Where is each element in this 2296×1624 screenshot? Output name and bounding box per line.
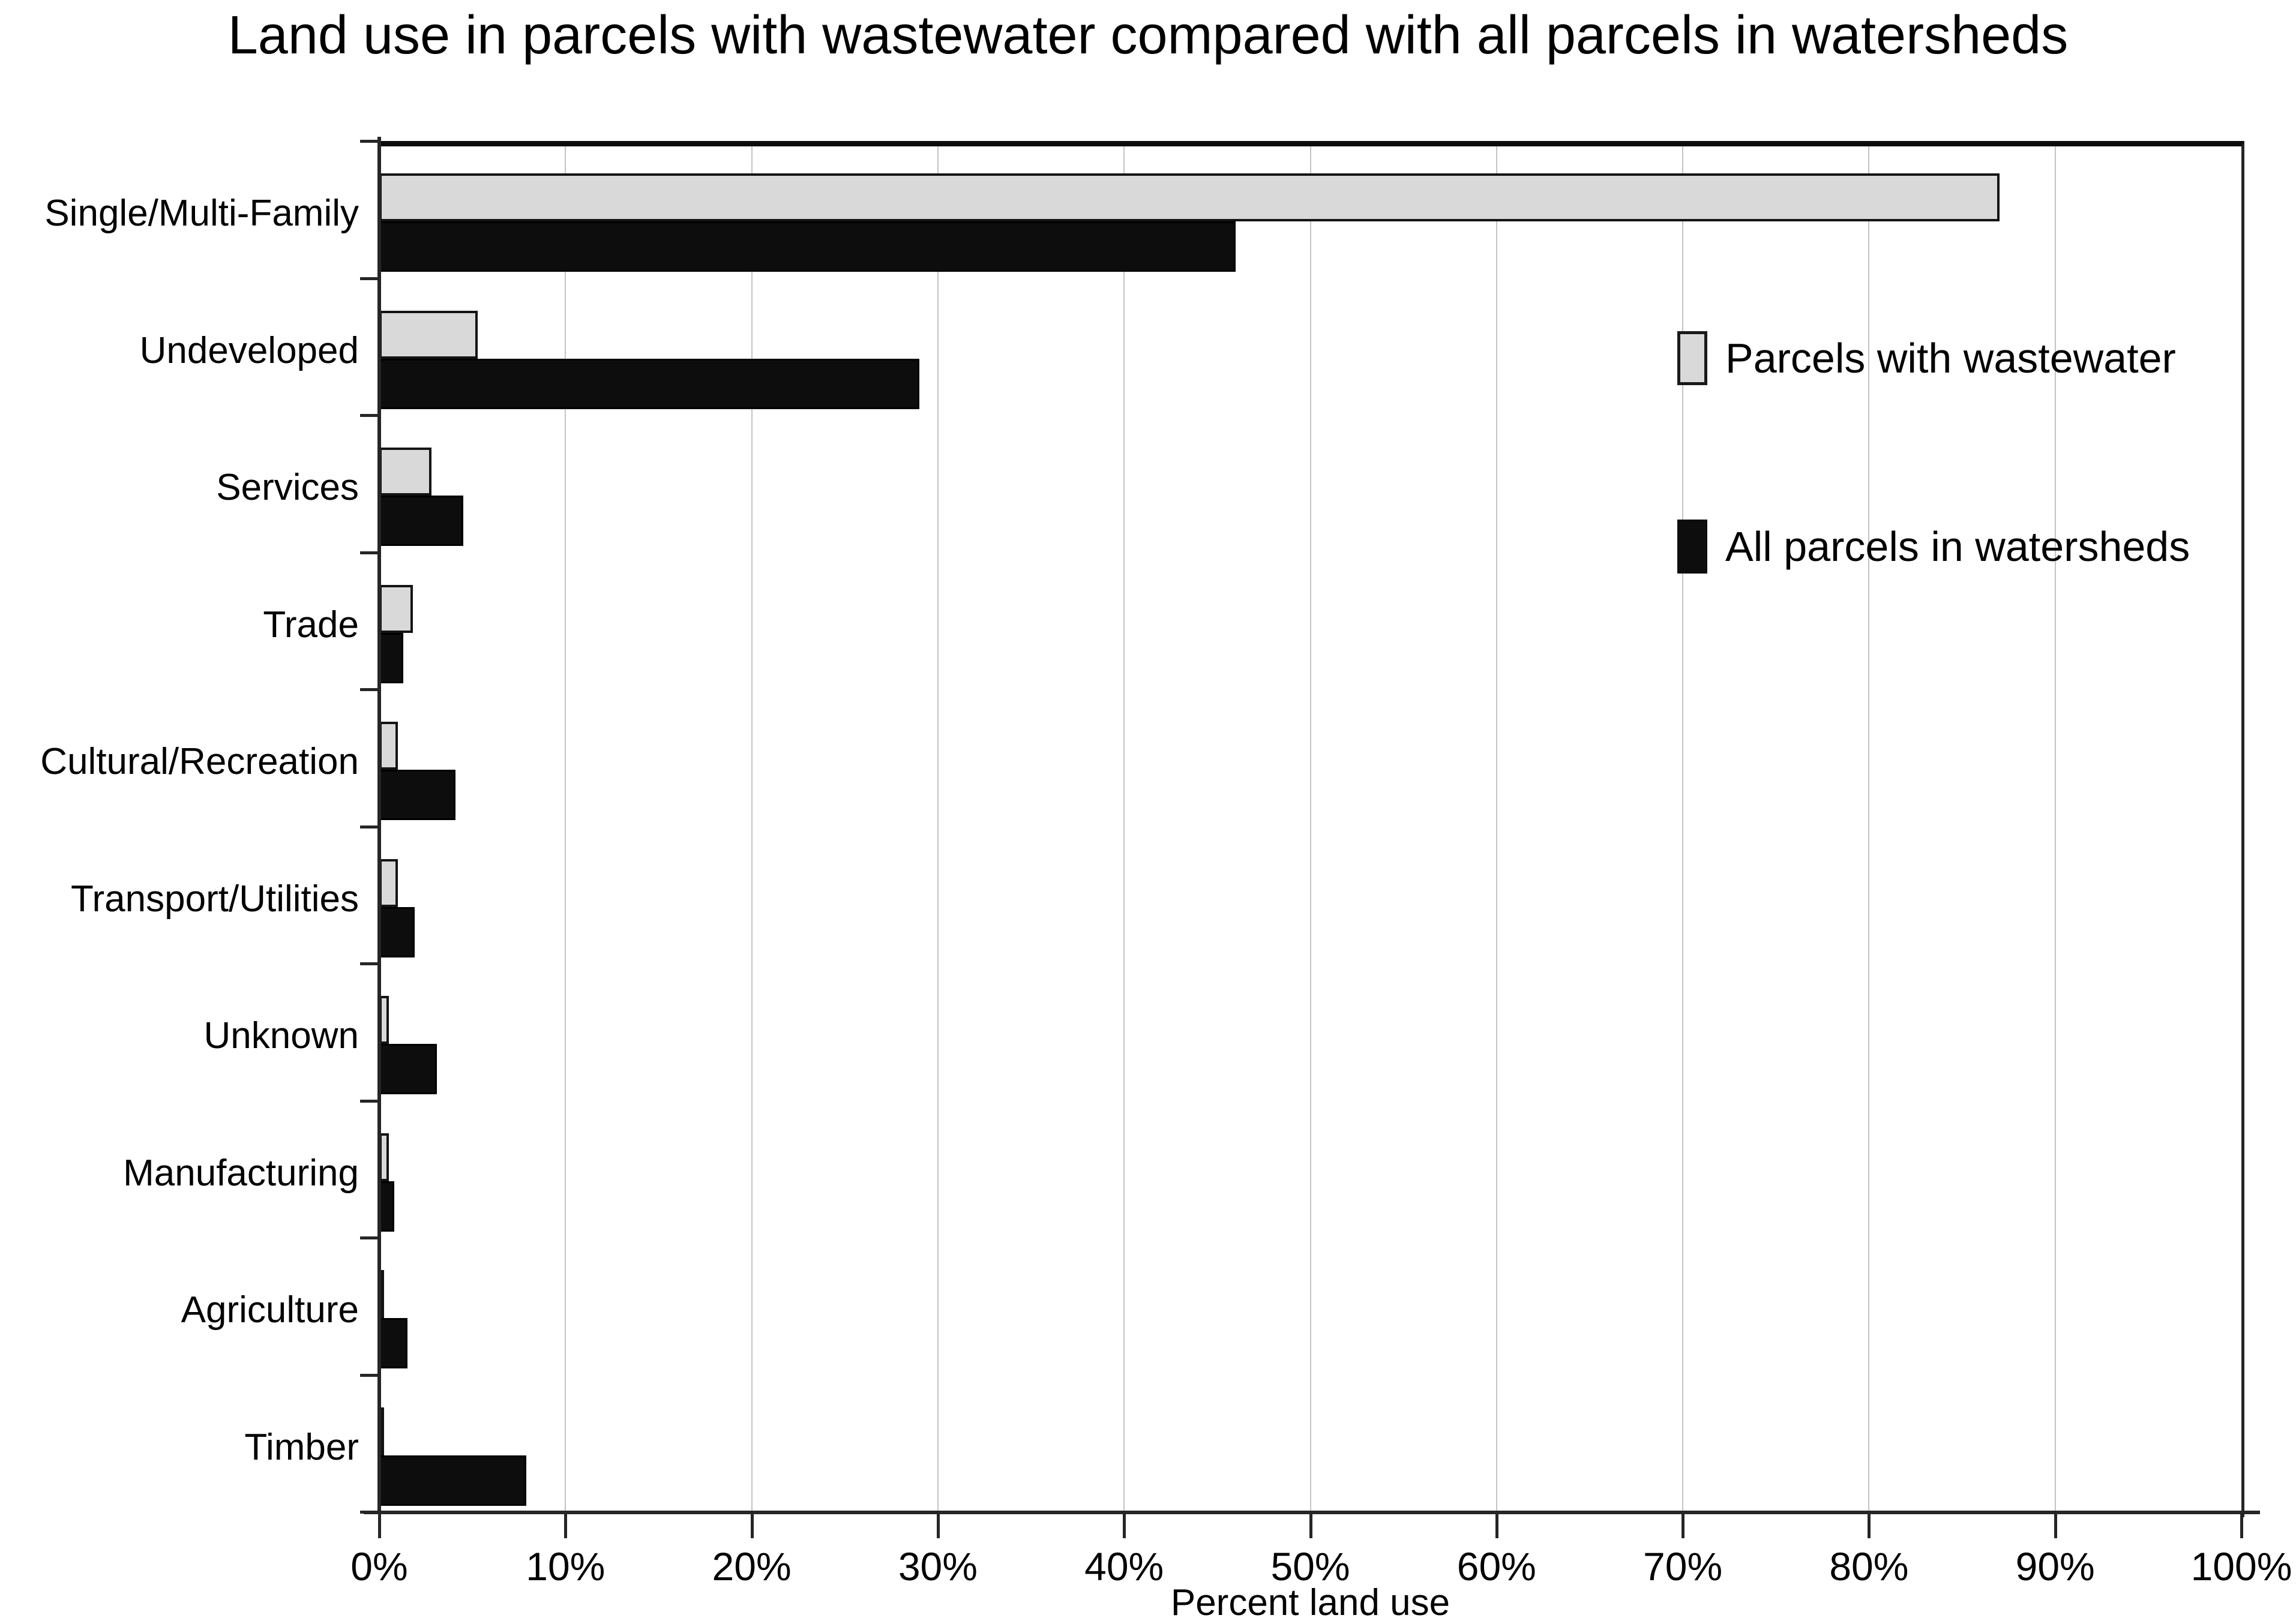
legend-entry-all-parcels: All parcels in watersheds bbox=[1677, 520, 2190, 574]
category-label-Timber: Timber bbox=[244, 1426, 359, 1468]
bar-wastewater-Transport/Utilities bbox=[379, 858, 398, 907]
gridline-30% bbox=[937, 146, 939, 1517]
bar-all-parcels-Cultural/Recreation bbox=[379, 770, 456, 820]
x-tick-label-90%: 90% bbox=[2015, 1544, 2095, 1589]
gridline-50% bbox=[1309, 146, 1311, 1517]
gridline-60% bbox=[1495, 146, 1497, 1517]
bar-wastewater-Services bbox=[379, 448, 431, 496]
legend-label-wastewater: Parcels with wastewater bbox=[1725, 335, 2176, 382]
bar-wastewater-Cultural/Recreation bbox=[379, 722, 398, 770]
x-tick-label-0%: 0% bbox=[350, 1544, 408, 1589]
bar-all-parcels-Single/Multi-Family bbox=[379, 221, 1236, 272]
x-tick-label-30%: 30% bbox=[898, 1544, 978, 1589]
y-axis-tick bbox=[360, 688, 380, 691]
x-tick-label-80%: 80% bbox=[1829, 1544, 1909, 1589]
plot-area bbox=[379, 141, 2244, 1517]
y-axis-tick bbox=[360, 551, 380, 554]
x-tick-label-70%: 70% bbox=[1643, 1544, 1723, 1589]
y-axis-tick bbox=[360, 825, 380, 828]
legend-swatch-all-parcels bbox=[1677, 520, 1707, 574]
category-label-Agriculture: Agriculture bbox=[181, 1289, 359, 1331]
x-axis-tick-20% bbox=[750, 1512, 754, 1538]
bar-wastewater-Single/Multi-Family bbox=[379, 173, 2000, 221]
gridline-40% bbox=[1123, 146, 1125, 1517]
x-axis-tick-40% bbox=[1123, 1512, 1126, 1538]
gridline-90% bbox=[2054, 146, 2056, 1517]
y-axis-tick bbox=[360, 962, 380, 965]
x-axis-tick-70% bbox=[1681, 1512, 1685, 1538]
bar-all-parcels-Transport/Utilities bbox=[379, 906, 415, 957]
category-label-Unknown: Unknown bbox=[203, 1015, 359, 1056]
bar-all-parcels-Manufacturing bbox=[379, 1181, 394, 1232]
category-label-Cultural/Recreation: Cultural/Recreation bbox=[40, 741, 359, 782]
x-axis-tick-60% bbox=[1495, 1512, 1498, 1538]
bar-all-parcels-Timber bbox=[379, 1455, 527, 1506]
bar-all-parcels-Agriculture bbox=[379, 1318, 407, 1368]
chart-title: Land use in parcels with wastewater comp… bbox=[227, 5, 2069, 65]
legend-label-all-parcels: All parcels in watersheds bbox=[1725, 523, 2190, 570]
bar-all-parcels-Unknown bbox=[379, 1044, 437, 1094]
gridline-80% bbox=[1868, 146, 1870, 1517]
bar-all-parcels-Services bbox=[379, 496, 463, 546]
y-axis-tick bbox=[360, 1236, 380, 1239]
x-axis-tick-80% bbox=[1868, 1512, 1871, 1538]
category-label-Undeveloped: Undeveloped bbox=[139, 329, 359, 371]
gridline-70% bbox=[1682, 146, 1684, 1517]
bar-all-parcels-Undeveloped bbox=[379, 358, 919, 409]
gridline-10% bbox=[565, 146, 566, 1517]
x-tick-label-100%: 100% bbox=[2190, 1544, 2292, 1589]
bar-all-parcels-Trade bbox=[379, 632, 404, 683]
y-axis-tick bbox=[360, 1511, 380, 1514]
y-axis-tick bbox=[360, 414, 380, 417]
category-label-Trade: Trade bbox=[263, 604, 359, 646]
x-tick-label-40%: 40% bbox=[1084, 1544, 1164, 1589]
bar-wastewater-Trade bbox=[379, 584, 413, 633]
category-label-Transport/Utilities: Transport/Utilities bbox=[70, 878, 359, 920]
x-axis-tick-30% bbox=[936, 1512, 940, 1538]
x-tick-label-20%: 20% bbox=[712, 1544, 792, 1589]
legend-entry-wastewater: Parcels with wastewater bbox=[1677, 331, 2176, 385]
y-axis-tick bbox=[360, 1099, 380, 1103]
x-axis-tick-10% bbox=[564, 1512, 568, 1538]
x-tick-label-10%: 10% bbox=[526, 1544, 606, 1589]
category-label-Services: Services bbox=[216, 467, 359, 508]
y-axis-tick bbox=[360, 1373, 380, 1377]
gridline-20% bbox=[751, 146, 753, 1517]
x-axis-tick-0% bbox=[378, 1512, 381, 1538]
x-axis-title: Percent land use bbox=[1170, 1582, 1450, 1623]
x-tick-label-60%: 60% bbox=[1456, 1544, 1536, 1589]
legend-swatch-wastewater bbox=[1677, 331, 1707, 385]
category-label-Manufacturing: Manufacturing bbox=[123, 1152, 359, 1194]
x-axis-tick-50% bbox=[1309, 1512, 1312, 1538]
y-axis-tick bbox=[360, 277, 380, 280]
bar-wastewater-Undeveloped bbox=[379, 310, 478, 359]
y-axis-tick bbox=[360, 140, 380, 143]
x-tick-label-50%: 50% bbox=[1270, 1544, 1350, 1589]
x-axis-tick-90% bbox=[2054, 1512, 2057, 1538]
x-axis-tick-100% bbox=[2240, 1512, 2243, 1538]
category-label-Single/Multi-Family: Single/Multi-Family bbox=[44, 193, 359, 234]
